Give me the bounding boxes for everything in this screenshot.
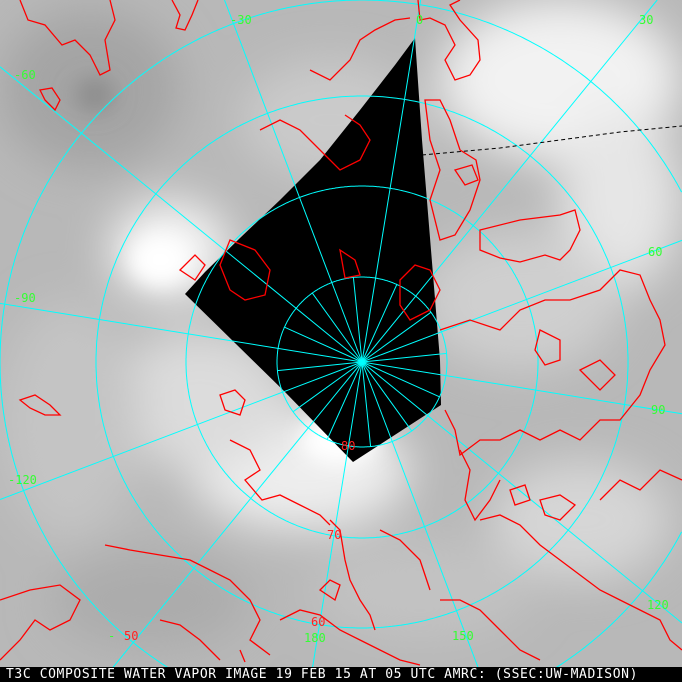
lon-label-0: 0 (416, 13, 424, 27)
meridian--60 (0, 66, 363, 363)
meridian-45 (361, 311, 432, 363)
meridian--30 (224, 0, 363, 363)
meridian-0 (361, 0, 422, 363)
meridian-105 (361, 361, 440, 398)
lon-label-m120: -120 (8, 473, 37, 487)
meridian-135 (361, 361, 413, 432)
meridian--75 (284, 326, 363, 363)
lat-label-70: 70 (327, 528, 342, 542)
meridian--165 (326, 361, 363, 440)
lon-label-120: 120 (647, 598, 669, 612)
lat-label-80: 80 (341, 439, 356, 453)
lon-label-180: 180 (304, 631, 326, 645)
meridian-165 (361, 361, 372, 447)
lon-label-90: 90 (651, 403, 666, 417)
lon-label-m30: -30 (230, 13, 252, 27)
lon-label-m90: -90 (14, 291, 36, 305)
meridian-150 (361, 361, 485, 682)
meridian--15 (352, 277, 363, 363)
meridian--120 (0, 361, 363, 500)
latitude-circle-80 (276, 276, 448, 448)
meridian--150 (100, 361, 363, 682)
lon-label-m150-partial: - (108, 629, 116, 643)
lat-label-50: 50 (124, 629, 139, 643)
image-caption: T3C COMPOSITE WATER VAPOR IMAGE 19 FEB 1… (0, 667, 682, 682)
latitude-circle-70 (185, 185, 539, 539)
meridian--90 (0, 302, 363, 363)
meridian-120 (361, 361, 682, 624)
meridian-60 (361, 239, 682, 363)
lon-label-60: 60 (648, 245, 663, 259)
lon-label-30: 30 (639, 13, 654, 27)
dashed-boundary (421, 125, 682, 156)
meridian-15 (361, 284, 398, 363)
lon-label-m60: -60 (14, 68, 36, 82)
latitude-circle-60 (95, 95, 629, 629)
meridian--135 (292, 361, 363, 413)
meridian--180 (309, 361, 363, 682)
meridian-30 (361, 0, 658, 363)
meridian--105 (277, 361, 363, 372)
coastlines (0, 0, 682, 666)
lat-label-60: 60 (311, 615, 326, 629)
lon-label-150: 150 (452, 629, 474, 643)
meridian--45 (311, 292, 363, 363)
meridian-90 (361, 361, 682, 415)
meridian-75 (361, 352, 447, 363)
